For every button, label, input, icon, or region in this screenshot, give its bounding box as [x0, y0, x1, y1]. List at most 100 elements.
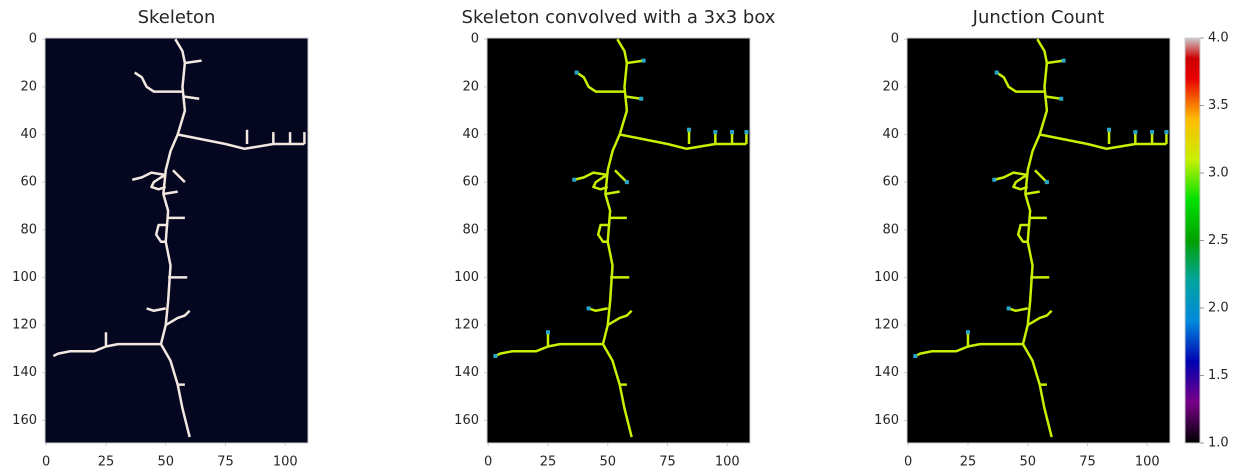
y-tick-label: 20	[882, 79, 899, 94]
y-tick-label: 40	[20, 127, 37, 142]
endpoint	[493, 354, 498, 359]
x-tick-label: 0	[904, 455, 912, 470]
skeleton-branch	[624, 95, 642, 100]
y-tick-label: 0	[471, 32, 479, 47]
skeleton-branch	[146, 307, 166, 313]
y-tick-label: 160	[874, 413, 899, 428]
x-tick-label: 50	[1019, 455, 1036, 470]
skeleton-branch	[573, 171, 608, 181]
y-tick-label: 40	[882, 127, 899, 142]
endpoint	[1061, 58, 1066, 63]
skeleton-branch	[575, 71, 625, 93]
y-tick-label: 80	[20, 222, 37, 237]
skeleton-branch	[1012, 173, 1029, 191]
endpoint	[639, 96, 644, 101]
skeleton-branch	[1021, 38, 1053, 438]
x-tick-label: 25	[98, 455, 115, 470]
y-tick-label: 100	[454, 270, 479, 285]
y-tick-label: 160	[454, 413, 479, 428]
y-tick-label: 160	[12, 413, 37, 428]
y-tick-label: 120	[874, 318, 899, 333]
skeleton-branch	[596, 223, 611, 243]
colorbar-tick-label: 4.0	[1208, 31, 1229, 46]
skeleton-branch	[1027, 309, 1053, 327]
skeleton-branch	[588, 307, 608, 313]
skeleton-branch	[150, 173, 167, 191]
endpoint	[641, 58, 646, 63]
skeleton-branch	[163, 190, 178, 196]
endpoint	[994, 70, 999, 75]
colorbar-tick-label: 1.0	[1208, 436, 1229, 451]
x-tick-label: 75	[659, 455, 676, 470]
colorbar-tick-label: 3.5	[1208, 98, 1229, 113]
y-tick-label: 0	[891, 32, 899, 47]
skeleton-branch	[165, 309, 191, 327]
x-tick-label: 75	[1079, 455, 1096, 470]
colorbar	[1184, 37, 1201, 444]
endpoint	[624, 180, 629, 185]
skeleton-branch	[1039, 133, 1167, 151]
y-tick-label: 80	[462, 222, 479, 237]
endpoint	[1044, 180, 1049, 185]
chart-title: Skeleton	[138, 7, 216, 28]
y-tick-label: 100	[12, 270, 37, 285]
skeleton-branch	[131, 171, 166, 181]
x-tick-label: 0	[484, 455, 492, 470]
skeleton-branch	[1046, 59, 1064, 65]
skeleton-branch	[914, 342, 1023, 358]
endpoint	[572, 177, 577, 182]
endpoint	[713, 130, 718, 135]
endpoint	[1164, 130, 1169, 135]
skeleton-branch	[607, 309, 633, 327]
endpoint	[687, 127, 692, 132]
y-tick-label: 80	[882, 222, 899, 237]
y-tick-label: 60	[20, 175, 37, 190]
skeleton-branch	[494, 342, 603, 358]
endpoint	[992, 177, 997, 182]
endpoint	[1107, 127, 1112, 132]
chart-title: Junction Count	[972, 7, 1105, 28]
skeleton-branch	[592, 173, 609, 191]
colorbar-tick-label: 1.5	[1208, 368, 1229, 383]
x-tick-label: 50	[599, 455, 616, 470]
y-tick-label: 140	[12, 365, 37, 380]
image-background	[44, 37, 309, 444]
skeleton-branch	[182, 95, 200, 100]
colorbar-tick-label: 3.0	[1208, 166, 1229, 181]
skeleton-branch	[1008, 307, 1028, 313]
y-tick-label: 140	[454, 365, 479, 380]
x-tick-label: 0	[42, 455, 50, 470]
endpoint	[1059, 96, 1064, 101]
colorbar-tick-label: 2.5	[1208, 233, 1229, 248]
endpoint	[913, 354, 918, 359]
skeleton-branch	[172, 169, 186, 184]
skeleton-branch	[1044, 95, 1062, 100]
skeleton-branch	[605, 190, 620, 196]
chart-title: Skeleton convolved with a 3x3 box	[462, 7, 776, 28]
skeleton-branch	[995, 71, 1045, 93]
skeleton-branch	[1025, 190, 1040, 196]
image-background	[486, 37, 751, 444]
skeleton-branch	[52, 342, 161, 358]
y-tick-label: 140	[874, 365, 899, 380]
endpoint	[965, 330, 970, 335]
y-tick-label: 60	[462, 175, 479, 190]
x-tick-label: 25	[960, 455, 977, 470]
x-tick-label: 100	[715, 455, 740, 470]
y-tick-label: 20	[20, 79, 37, 94]
skeleton-branch	[177, 133, 305, 151]
image-background	[906, 37, 1171, 444]
x-tick-label: 25	[540, 455, 557, 470]
endpoint	[1006, 306, 1011, 311]
y-tick-label: 120	[454, 318, 479, 333]
x-tick-label: 100	[1135, 455, 1160, 470]
skeleton-branch	[619, 133, 747, 151]
endpoint	[730, 130, 735, 135]
y-tick-label: 20	[462, 79, 479, 94]
y-tick-label: 60	[882, 175, 899, 190]
colorbar-tick-label: 2.0	[1208, 301, 1229, 316]
skeleton-branch	[184, 59, 202, 65]
skeleton-branch	[1016, 223, 1031, 243]
skeleton-branch	[159, 38, 191, 438]
